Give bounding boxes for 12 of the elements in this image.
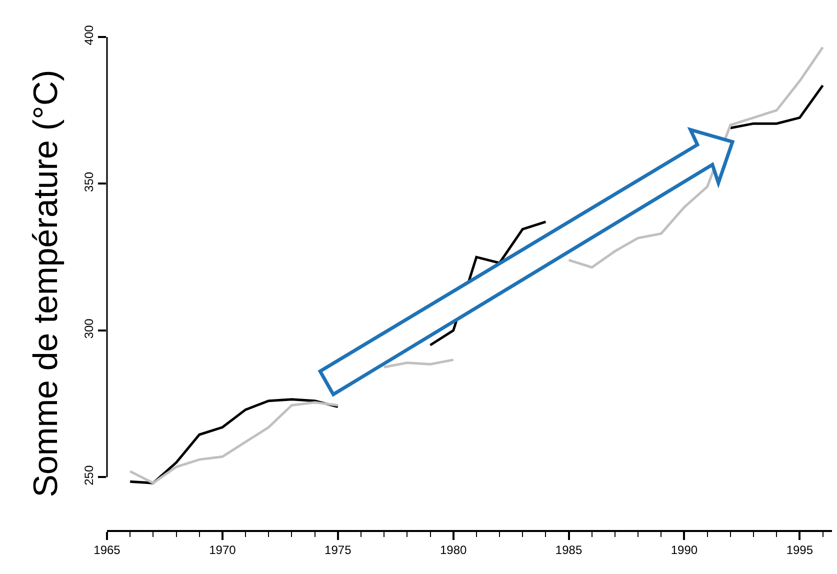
y-tick-label: 350 <box>82 172 96 192</box>
x-tick-label: 1965 <box>94 543 121 558</box>
y-tick-label: 400 <box>82 24 96 46</box>
x-tick-label: 1995 <box>786 543 814 558</box>
x-tick-label: 1970 <box>209 543 236 558</box>
x-tick-label: 1975 <box>324 543 352 558</box>
x-tick-label: 1980 <box>440 543 468 558</box>
y-axis-title: Somme de température (°C) <box>26 70 65 498</box>
y-tick-label: 300 <box>82 318 96 339</box>
x-tick-label: 1990 <box>670 543 698 558</box>
x-tick-label: 1985 <box>555 543 582 558</box>
y-tick-label: 250 <box>82 465 96 486</box>
